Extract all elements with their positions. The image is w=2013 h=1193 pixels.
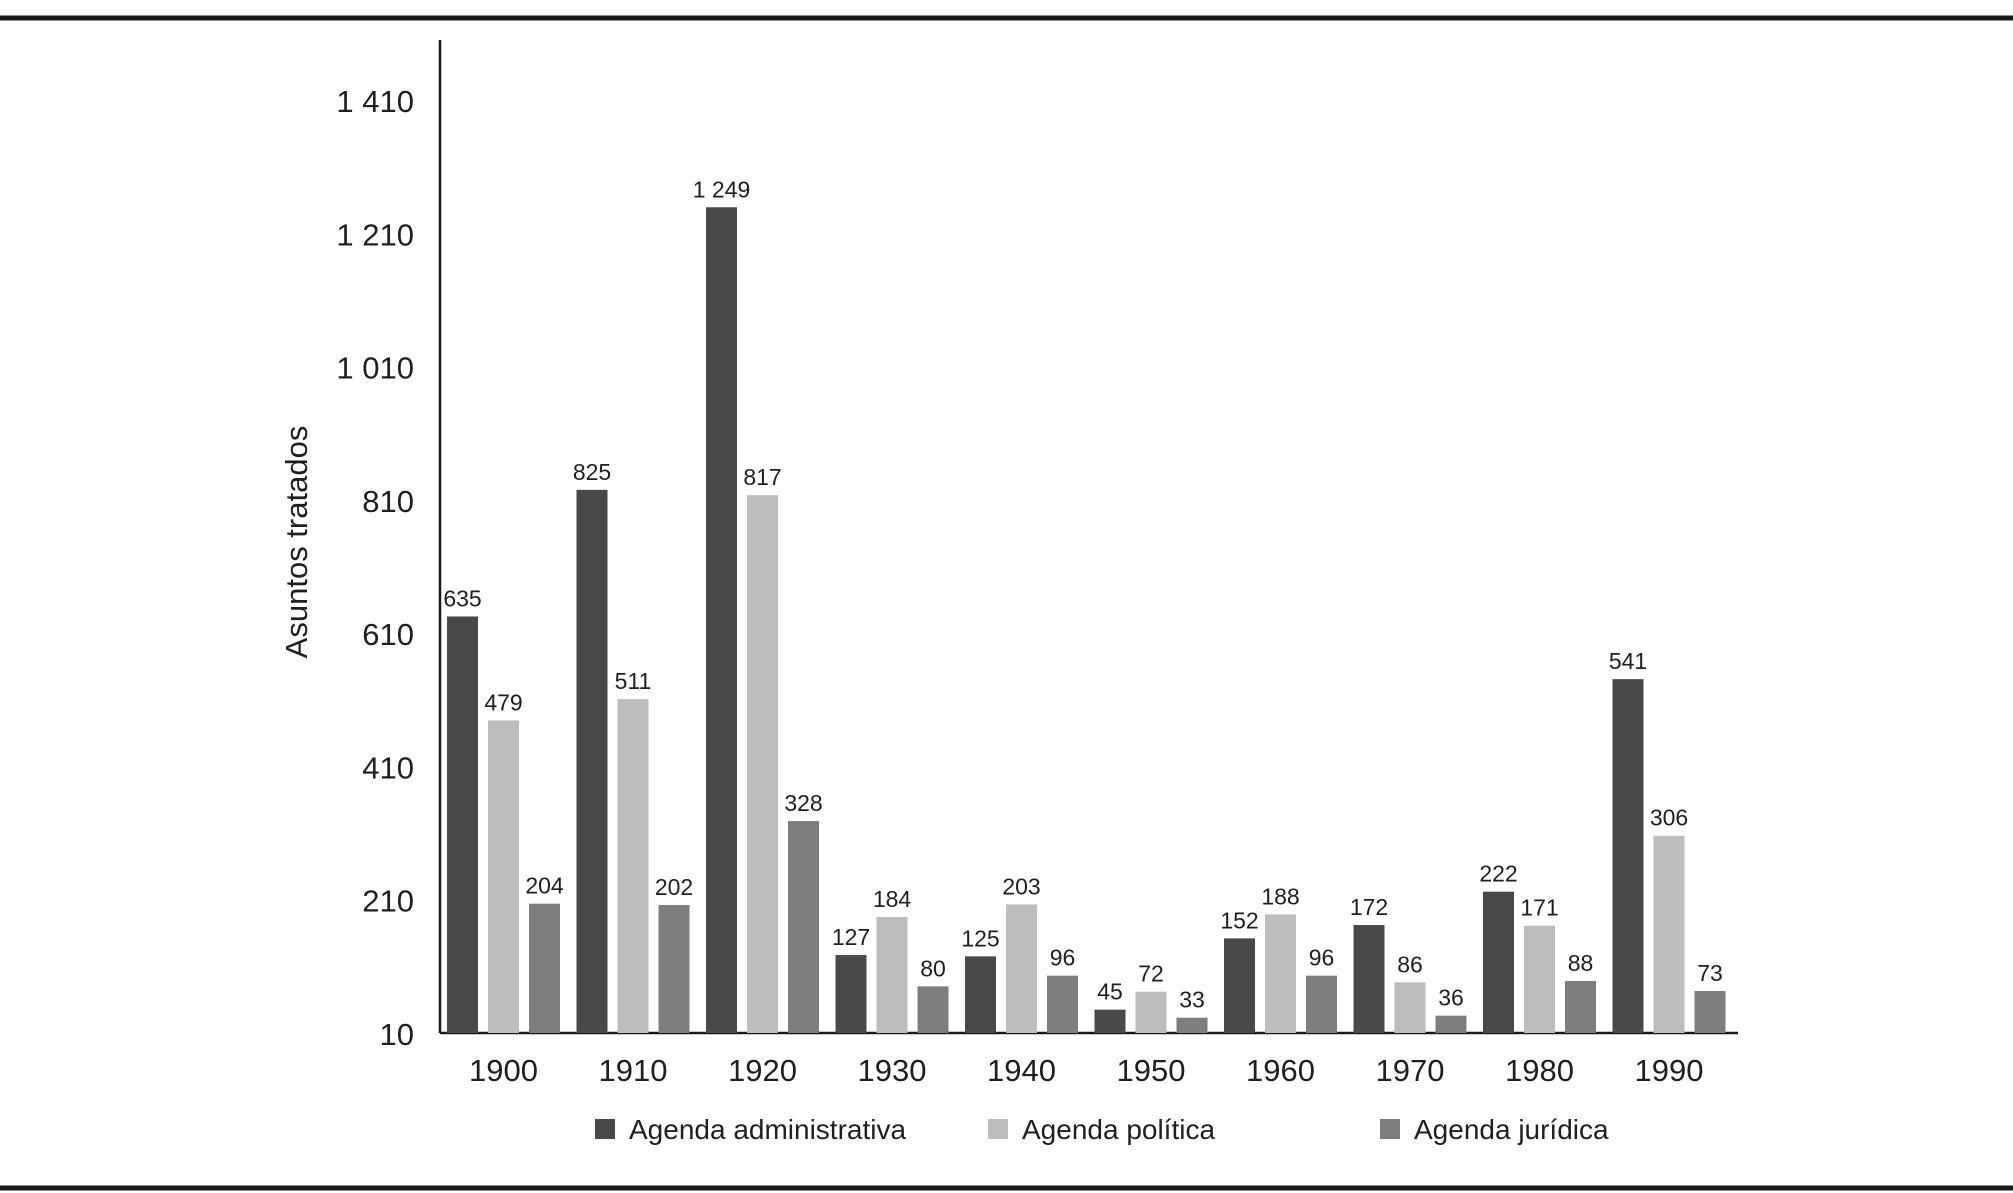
data-label: 825: [573, 459, 611, 485]
data-label: 96: [1050, 945, 1076, 971]
bar: [876, 917, 908, 1033]
bar: [1094, 1009, 1126, 1033]
bar: [488, 720, 519, 1033]
x-tick-label: 1900: [469, 1053, 538, 1088]
data-label: 86: [1397, 951, 1423, 977]
data-label: 125: [961, 925, 999, 951]
x-tick-label: 1960: [1246, 1053, 1315, 1088]
x-tick-label: 1940: [987, 1053, 1056, 1088]
data-label: 73: [1697, 960, 1723, 986]
x-tick-label: 1930: [858, 1053, 927, 1088]
bar: [1306, 975, 1337, 1033]
bar: [788, 821, 819, 1033]
bar: [835, 955, 867, 1033]
data-label: 36: [1438, 985, 1464, 1011]
y-tick-label: 210: [362, 884, 414, 919]
x-tick-label: 1970: [1376, 1053, 1445, 1088]
x-axis: 1900 1910 1920 1930 1940 1950 1960 1970 1980 1990: [440, 1031, 1738, 1088]
data-label: 203: [1002, 873, 1040, 899]
x-tick-label: 1990: [1635, 1053, 1704, 1088]
bar: [965, 956, 996, 1033]
data-label: 202: [655, 874, 693, 900]
bar: [1224, 938, 1255, 1033]
legend: Agenda administrativa Agenda política Agen…: [595, 1114, 1609, 1145]
legend-label: Agenda jurídica: [1414, 1114, 1609, 1145]
bar: [1176, 1017, 1208, 1033]
y-tick-label: 1 010: [336, 351, 414, 386]
data-label: 479: [484, 689, 522, 715]
y-tick-label: 1 210: [336, 217, 414, 252]
bar: [1006, 904, 1037, 1033]
bar: [529, 903, 560, 1033]
bar: [917, 986, 949, 1033]
data-label: 222: [1479, 861, 1517, 887]
data-label: 152: [1220, 907, 1258, 933]
data-label: 172: [1350, 894, 1388, 920]
bar: [447, 616, 478, 1033]
data-label: 33: [1179, 987, 1205, 1013]
data-label: 188: [1261, 883, 1299, 909]
bar: [1135, 991, 1167, 1033]
bar: [747, 495, 778, 1033]
x-tick-label: 1950: [1117, 1053, 1186, 1088]
data-label: 817: [743, 464, 781, 490]
data-label: 328: [784, 790, 822, 816]
bar: [1565, 981, 1596, 1033]
bar: [706, 207, 737, 1034]
data-label: 541: [1609, 648, 1647, 674]
bar: [617, 699, 649, 1033]
y-tick-label: 410: [362, 750, 414, 785]
data-label: 204: [525, 873, 564, 899]
data-label: 96: [1309, 945, 1335, 971]
bar: [1694, 991, 1726, 1033]
y-axis-title: Asuntos tratados: [279, 426, 314, 659]
data-label: 635: [443, 585, 481, 611]
bar: [1353, 925, 1385, 1033]
legend-swatch: [1380, 1119, 1400, 1139]
data-label: 45: [1097, 979, 1123, 1005]
legend-label: Agenda administrativa: [629, 1114, 906, 1145]
bar: [1653, 835, 1685, 1033]
data-label: 184: [873, 886, 912, 912]
bar: [1435, 1015, 1467, 1033]
y-axis: 10 210 410 610 810 1 010 1 210 1 410: [336, 40, 442, 1052]
data-label: 511: [615, 668, 652, 694]
y-tick-label: 610: [362, 617, 414, 652]
bar: [576, 489, 608, 1033]
bar: [1394, 982, 1426, 1033]
data-label: 88: [1568, 950, 1594, 976]
data-label: 80: [920, 955, 946, 981]
bar: [1483, 891, 1514, 1033]
x-tick-label: 1920: [728, 1053, 797, 1088]
bar: [1265, 914, 1296, 1033]
legend-label: Agenda política: [1022, 1114, 1215, 1145]
y-tick-label: 10: [380, 1017, 414, 1052]
legend-swatch: [988, 1119, 1008, 1139]
data-label: 171: [1520, 895, 1558, 921]
bar: [1524, 925, 1555, 1033]
data-label: 306: [1650, 805, 1688, 831]
x-tick-label: 1910: [599, 1053, 668, 1088]
y-tick-label: 1 410: [336, 84, 414, 119]
bar: [1047, 975, 1078, 1033]
y-tick-label: 810: [362, 484, 414, 519]
data-label: 72: [1138, 961, 1164, 987]
data-label: 127: [832, 924, 870, 950]
bar: [1612, 679, 1644, 1033]
data-label: 1 249: [693, 176, 751, 202]
legend-swatch: [595, 1119, 615, 1139]
x-tick-label: 1980: [1505, 1053, 1574, 1088]
bar: [658, 905, 690, 1033]
